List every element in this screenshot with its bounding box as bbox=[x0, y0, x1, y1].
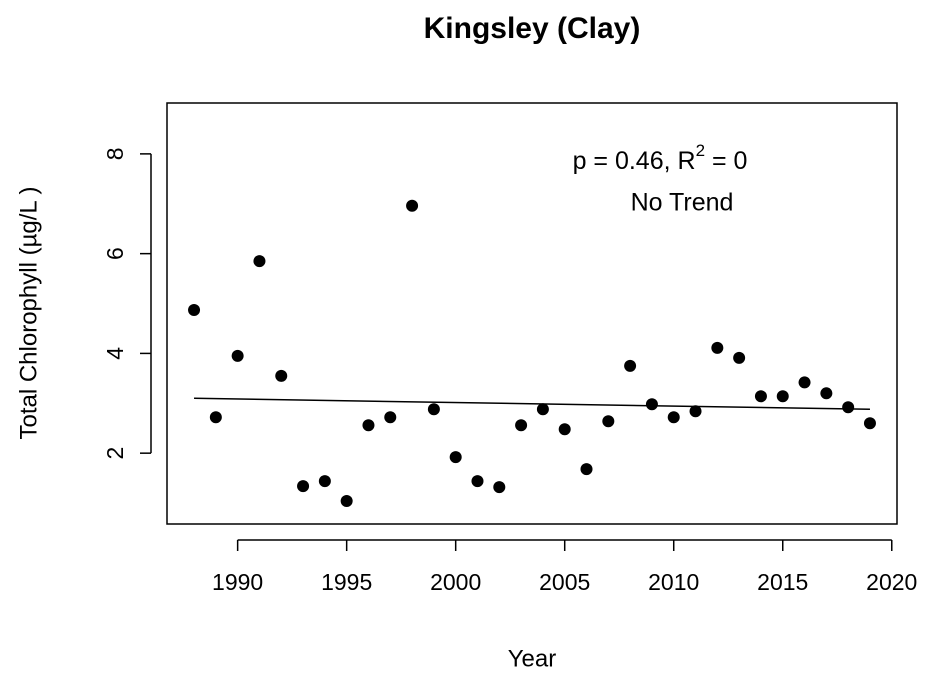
y-axis-label: Total Chlorophyll (µg/L ) bbox=[15, 186, 42, 439]
point bbox=[427, 403, 440, 416]
point bbox=[297, 480, 310, 493]
point bbox=[689, 405, 702, 418]
annotation-text: p = 0.46, R bbox=[573, 147, 696, 175]
x-tick-label: 1990 bbox=[212, 569, 263, 595]
point bbox=[776, 390, 789, 403]
annotation-superscript: 2 bbox=[696, 141, 705, 160]
point bbox=[406, 199, 419, 212]
plot-frame bbox=[166, 102, 898, 525]
point bbox=[318, 475, 331, 488]
chart-title: Kingsley (Clay) bbox=[424, 12, 641, 45]
point bbox=[449, 451, 462, 464]
point bbox=[362, 419, 375, 432]
point bbox=[384, 411, 397, 424]
y-tick-label: 6 bbox=[102, 247, 128, 260]
point bbox=[580, 463, 593, 476]
point bbox=[493, 481, 506, 494]
point bbox=[275, 369, 288, 382]
annotation-line: No Trend bbox=[631, 189, 734, 217]
point bbox=[820, 387, 833, 400]
point bbox=[253, 255, 266, 268]
point bbox=[754, 390, 767, 403]
point bbox=[602, 415, 615, 428]
point bbox=[515, 419, 528, 432]
x-tick-label: 1995 bbox=[321, 569, 372, 595]
point bbox=[711, 341, 724, 354]
annotation-text-after: = 0 bbox=[705, 147, 747, 175]
point bbox=[558, 423, 571, 436]
point bbox=[863, 417, 876, 430]
point bbox=[842, 401, 855, 414]
point bbox=[471, 475, 484, 488]
x-axis-label: Year bbox=[508, 645, 557, 672]
x-tick-label: 2005 bbox=[539, 569, 590, 595]
x-tick-label: 2020 bbox=[866, 569, 917, 595]
y-tick-label: 8 bbox=[102, 147, 128, 160]
trend-line bbox=[194, 397, 870, 411]
point bbox=[231, 349, 244, 362]
point bbox=[188, 304, 201, 317]
x-tick-label: 2000 bbox=[430, 569, 481, 595]
x-tick-label: 2015 bbox=[757, 569, 808, 595]
point bbox=[645, 398, 658, 411]
point bbox=[624, 359, 637, 372]
point bbox=[798, 376, 811, 389]
y-tick-label: 2 bbox=[102, 447, 128, 460]
point bbox=[209, 411, 222, 424]
annotation: p = 0.46, R2 = 0 bbox=[573, 141, 748, 174]
point bbox=[667, 411, 680, 424]
y-tick-label: 4 bbox=[102, 347, 128, 360]
x-tick-label: 2010 bbox=[648, 569, 699, 595]
point bbox=[733, 351, 746, 364]
point bbox=[340, 495, 353, 508]
point bbox=[536, 403, 549, 416]
